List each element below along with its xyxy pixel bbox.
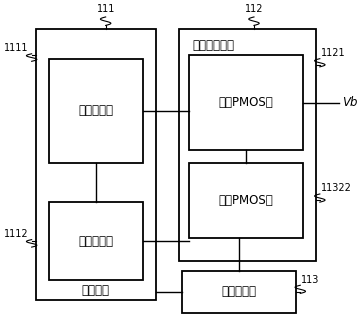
Text: 三极管电路: 三极管电路: [222, 285, 257, 298]
Text: 111: 111: [96, 4, 115, 14]
Text: 第二电阵组: 第二电阵组: [78, 235, 113, 248]
Text: 1111: 1111: [4, 43, 28, 53]
Text: 11322: 11322: [321, 183, 352, 193]
Text: 第二PMOS管: 第二PMOS管: [218, 194, 273, 207]
Bar: [179, 29, 316, 261]
Bar: [49, 59, 143, 163]
Text: 1121: 1121: [321, 48, 345, 58]
Bar: [189, 163, 303, 238]
Text: 113: 113: [301, 274, 320, 285]
Text: 1112: 1112: [4, 229, 28, 239]
Text: 第一电阵组: 第一电阵组: [78, 104, 113, 117]
Bar: [49, 202, 143, 280]
Text: 112: 112: [245, 4, 263, 14]
Bar: [189, 55, 303, 150]
Text: 第一PMOS管: 第一PMOS管: [218, 96, 273, 109]
Bar: [182, 271, 296, 313]
Text: Vb: Vb: [342, 96, 358, 109]
Bar: [35, 29, 156, 300]
Text: 电流镜像电路: 电流镜像电路: [192, 39, 234, 52]
Text: 分压电路: 分压电路: [82, 284, 110, 297]
